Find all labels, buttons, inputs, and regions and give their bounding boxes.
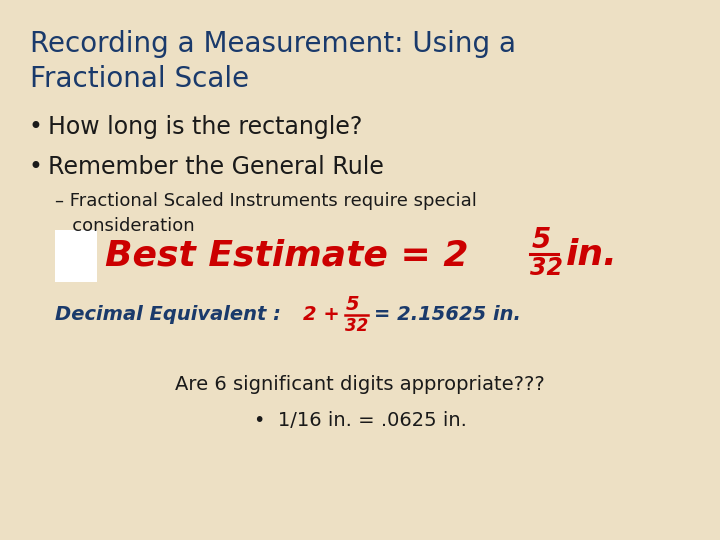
- Text: •  1/16 in. = .0625 in.: • 1/16 in. = .0625 in.: [253, 410, 467, 429]
- Text: 32: 32: [530, 256, 563, 280]
- Text: Decimal Equivalent :: Decimal Equivalent :: [55, 306, 287, 325]
- Text: Remember the General Rule: Remember the General Rule: [48, 155, 384, 179]
- Text: •: •: [28, 115, 42, 139]
- Text: Best Estimate = 2: Best Estimate = 2: [105, 238, 469, 272]
- Text: How long is the rectangle?: How long is the rectangle?: [48, 115, 362, 139]
- Text: 5: 5: [346, 294, 359, 314]
- Text: Recording a Measurement: Using a
Fractional Scale: Recording a Measurement: Using a Fractio…: [30, 30, 516, 92]
- Text: 32: 32: [345, 317, 368, 335]
- Text: Are 6 significant digits appropriate???: Are 6 significant digits appropriate???: [175, 375, 545, 395]
- FancyBboxPatch shape: [55, 230, 97, 282]
- Text: – Fractional Scaled Instruments require special
   consideration: – Fractional Scaled Instruments require …: [55, 192, 477, 235]
- Text: = 2.15625 in.: = 2.15625 in.: [374, 306, 521, 325]
- Text: 2 +: 2 +: [303, 306, 340, 325]
- Text: •: •: [28, 155, 42, 179]
- Text: in.: in.: [566, 238, 618, 272]
- Text: 5: 5: [532, 226, 552, 254]
